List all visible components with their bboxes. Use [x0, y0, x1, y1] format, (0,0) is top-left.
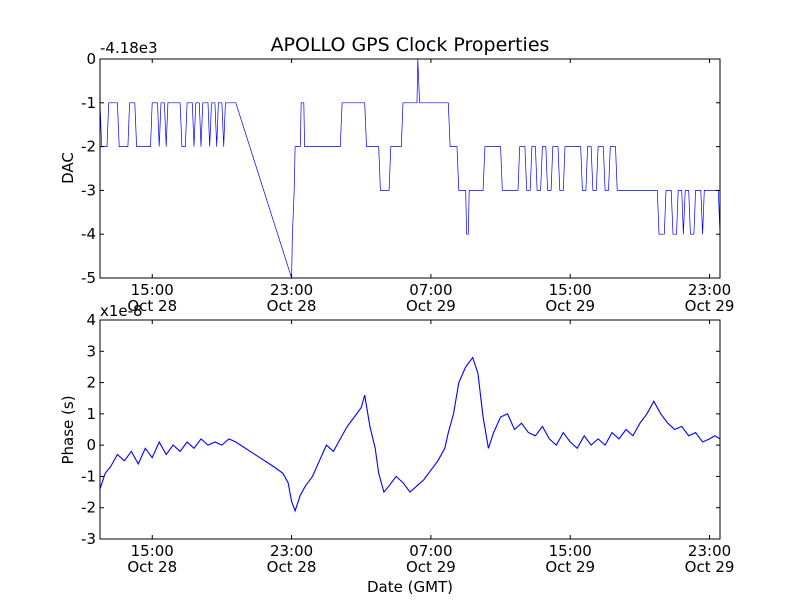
y-tick-label: -1 — [81, 94, 96, 112]
x-tick-label-time: 23:00 — [688, 281, 731, 299]
x-tick-label-time: 15:00 — [549, 281, 592, 299]
series-line-0 — [99, 356, 721, 513]
dac-plot-area — [99, 58, 721, 279]
phase-plot-frame — [99, 319, 721, 540]
x-tick-label-time: 15:00 — [131, 542, 174, 560]
x-tick-label-date: Oct 29 — [406, 297, 456, 315]
x-tick-label-time: 07:00 — [409, 542, 452, 560]
x-axis-label: Date (GMT) — [367, 578, 453, 596]
phase-y-axis-label: Phase (s) — [59, 395, 77, 464]
y-tick-label: 4 — [86, 311, 96, 329]
x-tick-label-date: Oct 29 — [545, 558, 595, 576]
x-tick-label-date: Oct 28 — [267, 297, 317, 315]
y-tick-label: -2 — [81, 138, 96, 156]
dac-y-axis-label: DAC — [59, 152, 77, 184]
dac-plot-frame — [99, 58, 721, 279]
y-tick-label: -3 — [81, 530, 96, 548]
x-tick-label-date: Oct 29 — [406, 558, 456, 576]
x-tick-label-time: 15:00 — [549, 542, 592, 560]
x-tick-label-date: Oct 28 — [267, 558, 317, 576]
y-tick-label: -2 — [81, 499, 96, 517]
x-tick-label-time: 23:00 — [270, 542, 313, 560]
phase-plot-area — [99, 356, 721, 513]
y-tick-label: -1 — [81, 467, 96, 485]
x-tick-label-date: Oct 29 — [685, 558, 735, 576]
x-tick-label-date: Oct 29 — [545, 297, 595, 315]
x-tick-label-time: 23:00 — [688, 542, 731, 560]
phase-offset-label: x1e-8 — [100, 302, 143, 320]
y-tick-label: 2 — [86, 374, 96, 392]
chart-title: APOLLO GPS Clock Properties — [271, 34, 550, 56]
y-tick-label: 3 — [86, 342, 96, 360]
x-tick-label-time: 07:00 — [409, 281, 452, 299]
y-tick-label: -3 — [81, 181, 96, 199]
y-tick-label: -4 — [81, 225, 96, 243]
series-line-0 — [99, 58, 721, 279]
x-tick-label-date: Oct 29 — [685, 297, 735, 315]
x-tick-label-time: 15:00 — [131, 281, 174, 299]
x-tick-label-date: Oct 28 — [127, 297, 177, 315]
y-tick-label: 0 — [86, 436, 96, 454]
x-tick-label-date: Oct 28 — [127, 558, 177, 576]
y-tick-label: 0 — [86, 50, 96, 68]
x-tick-label-time: 23:00 — [270, 281, 313, 299]
y-tick-label: 1 — [86, 405, 96, 423]
y-tick-label: -5 — [81, 269, 96, 287]
dac-offset-label: -4.18e3 — [100, 39, 158, 57]
